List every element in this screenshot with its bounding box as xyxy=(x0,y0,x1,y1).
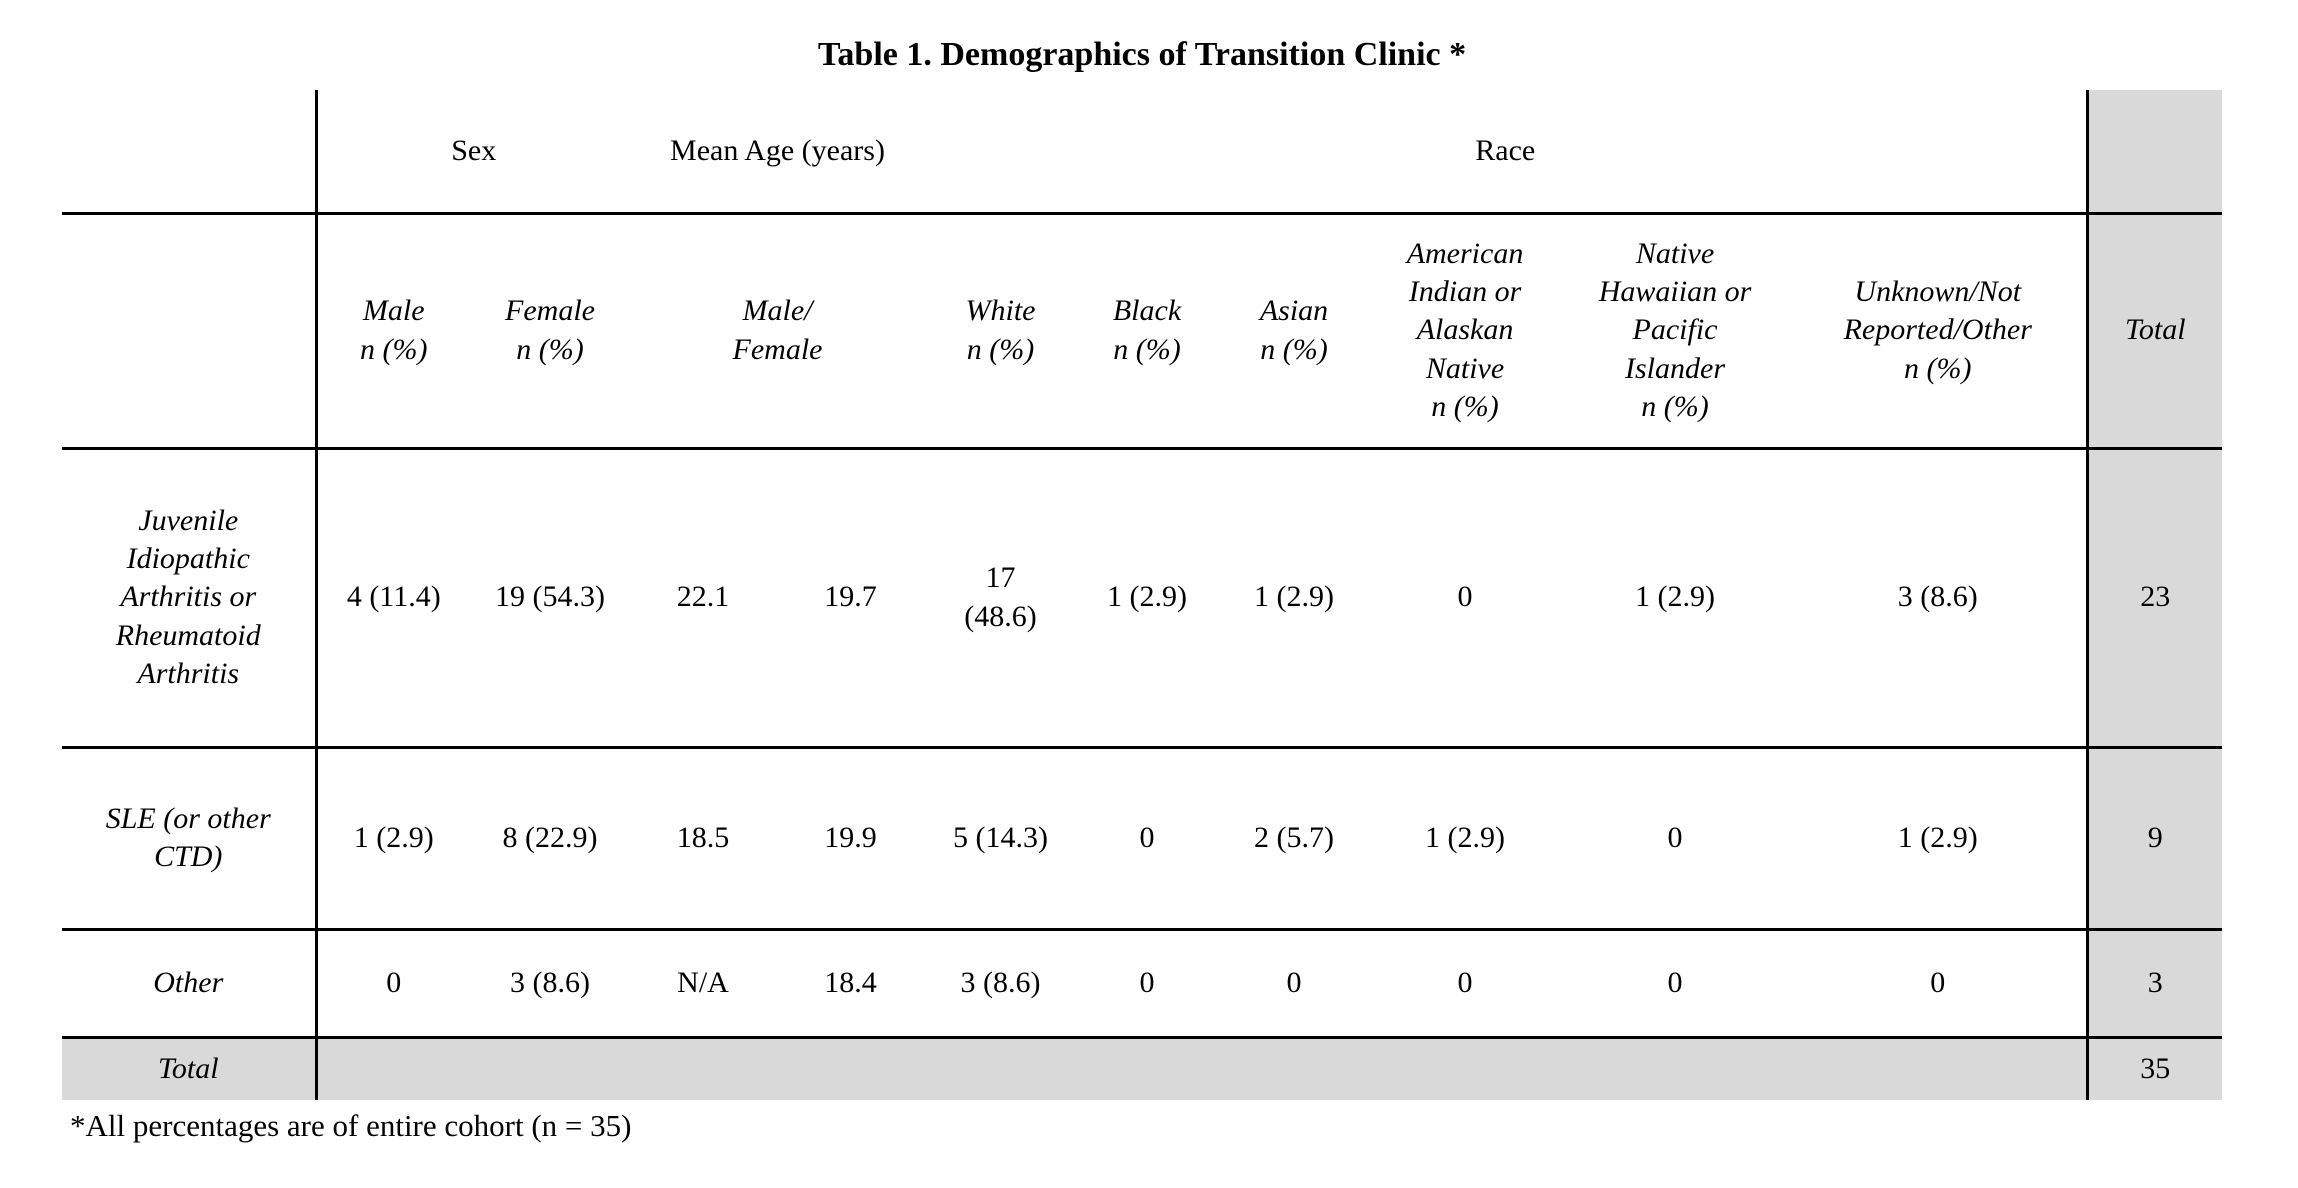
cell-jia-white: 17 (48.6) xyxy=(925,448,1077,749)
group-header-race: Race xyxy=(925,90,2088,215)
cell-sle-age-female: 19.9 xyxy=(776,747,926,931)
col-header-unknown: Unknown/Not Reported/Other n (%) xyxy=(1790,213,2088,450)
cell-other-age-female: 18.4 xyxy=(776,929,926,1039)
col-header-female: Female n (%) xyxy=(470,213,630,450)
total-row-spacer xyxy=(316,1037,2088,1100)
cell-jia-american-indian: 0 xyxy=(1370,448,1561,749)
cell-other-black: 0 xyxy=(1076,929,1219,1039)
cell-jia-unknown: 3 (8.6) xyxy=(1790,448,2088,749)
cell-other-american-indian: 0 xyxy=(1370,929,1561,1039)
table-title: Table 1. Demographics of Transition Clin… xyxy=(817,36,1467,73)
cell-sle-native-hawaiian: 0 xyxy=(1560,747,1791,931)
cell-sle-american-indian: 1 (2.9) xyxy=(1370,747,1561,931)
table-row-jia: Juvenile Idiopathic Arthritis or Rheumat… xyxy=(62,448,2223,749)
row-label-total: Total xyxy=(62,1037,318,1100)
cell-sle-age-male: 18.5 xyxy=(630,747,776,931)
cell-sle-white: 5 (14.3) xyxy=(925,747,1077,931)
column-header-row: Male n (%) Female n (%) Male/ Female Whi… xyxy=(62,213,2223,450)
corner-cell xyxy=(62,90,318,215)
cell-jia-female: 19 (54.3) xyxy=(470,448,630,749)
cell-other-asian: 0 xyxy=(1218,929,1371,1039)
row-label-other: Other xyxy=(62,929,318,1039)
cell-other-age-male: N/A xyxy=(630,929,776,1039)
cell-jia-age-female: 19.7 xyxy=(776,448,926,749)
group-header-mean-age: Mean Age (years) xyxy=(630,90,926,215)
total-column-header-spacer xyxy=(2085,90,2223,215)
col-header-total: Total xyxy=(2085,213,2223,450)
table-row-sle: SLE (or other CTD) 1 (2.9) 8 (22.9) 18.5… xyxy=(62,747,2223,931)
col-header-american-indian: American Indian or Alaskan Native n (%) xyxy=(1370,213,1561,450)
cell-sle-black: 0 xyxy=(1076,747,1219,931)
cell-other-total: 3 xyxy=(2085,929,2223,1039)
col-header-male-female-age: Male/ Female xyxy=(630,213,926,450)
cell-jia-age-male: 22.1 xyxy=(630,448,776,749)
cell-sle-unknown: 1 (2.9) xyxy=(1790,747,2088,931)
cell-jia-native-hawaiian: 1 (2.9) xyxy=(1560,448,1791,749)
cell-other-unknown: 0 xyxy=(1790,929,2088,1039)
cell-sle-male: 1 (2.9) xyxy=(316,747,470,931)
demographics-table: Sex Mean Age (years) Race Male n (%) Fem… xyxy=(62,90,2223,1100)
cell-sle-total: 9 xyxy=(2085,747,2223,931)
cell-jia-total: 23 xyxy=(2085,448,2223,749)
table-row-other: Other 0 3 (8.6) N/A 18.4 3 (8.6) 0 0 0 0… xyxy=(62,929,2223,1039)
col-header-black: Black n (%) xyxy=(1076,213,1219,450)
cell-other-white: 3 (8.6) xyxy=(925,929,1077,1039)
col-header-native-hawaiian: Native Hawaiian or Pacific Islander n (%… xyxy=(1560,213,1791,450)
footnote: *All percentages are of entire cohort (n… xyxy=(70,1108,632,1143)
row-label-jia: Juvenile Idiopathic Arthritis or Rheumat… xyxy=(62,448,318,749)
cell-other-male: 0 xyxy=(316,929,470,1039)
cell-other-native-hawaiian: 0 xyxy=(1560,929,1791,1039)
col-header-asian: Asian n (%) xyxy=(1218,213,1371,450)
table-row-total: Total 35 xyxy=(62,1037,2223,1100)
row-label-sle: SLE (or other CTD) xyxy=(62,747,318,931)
col-header-male: Male n (%) xyxy=(316,213,470,450)
row-label-header-cell xyxy=(62,213,318,450)
cell-jia-asian: 1 (2.9) xyxy=(1218,448,1371,749)
cell-sle-asian: 2 (5.7) xyxy=(1218,747,1371,931)
cell-total-total: 35 xyxy=(2085,1037,2223,1100)
cell-jia-male: 4 (11.4) xyxy=(316,448,470,749)
group-header-sex: Sex xyxy=(316,90,630,215)
col-header-white: White n (%) xyxy=(925,213,1077,450)
cell-sle-female: 8 (22.9) xyxy=(470,747,630,931)
group-header-row: Sex Mean Age (years) Race xyxy=(62,90,2223,215)
cell-jia-black: 1 (2.9) xyxy=(1076,448,1219,749)
cell-other-female: 3 (8.6) xyxy=(470,929,630,1039)
